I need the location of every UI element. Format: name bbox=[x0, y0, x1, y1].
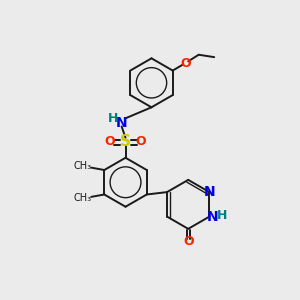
Text: O: O bbox=[136, 135, 146, 148]
Text: H: H bbox=[217, 208, 227, 222]
Text: N: N bbox=[207, 210, 219, 224]
Text: S: S bbox=[120, 134, 131, 149]
Text: O: O bbox=[183, 236, 194, 248]
Text: H: H bbox=[108, 112, 119, 125]
Text: CH₃: CH₃ bbox=[73, 193, 91, 203]
Text: O: O bbox=[105, 135, 115, 148]
Text: CH₃: CH₃ bbox=[73, 161, 91, 171]
Text: N: N bbox=[204, 185, 215, 199]
Text: N: N bbox=[116, 116, 127, 130]
Text: O: O bbox=[180, 57, 190, 70]
